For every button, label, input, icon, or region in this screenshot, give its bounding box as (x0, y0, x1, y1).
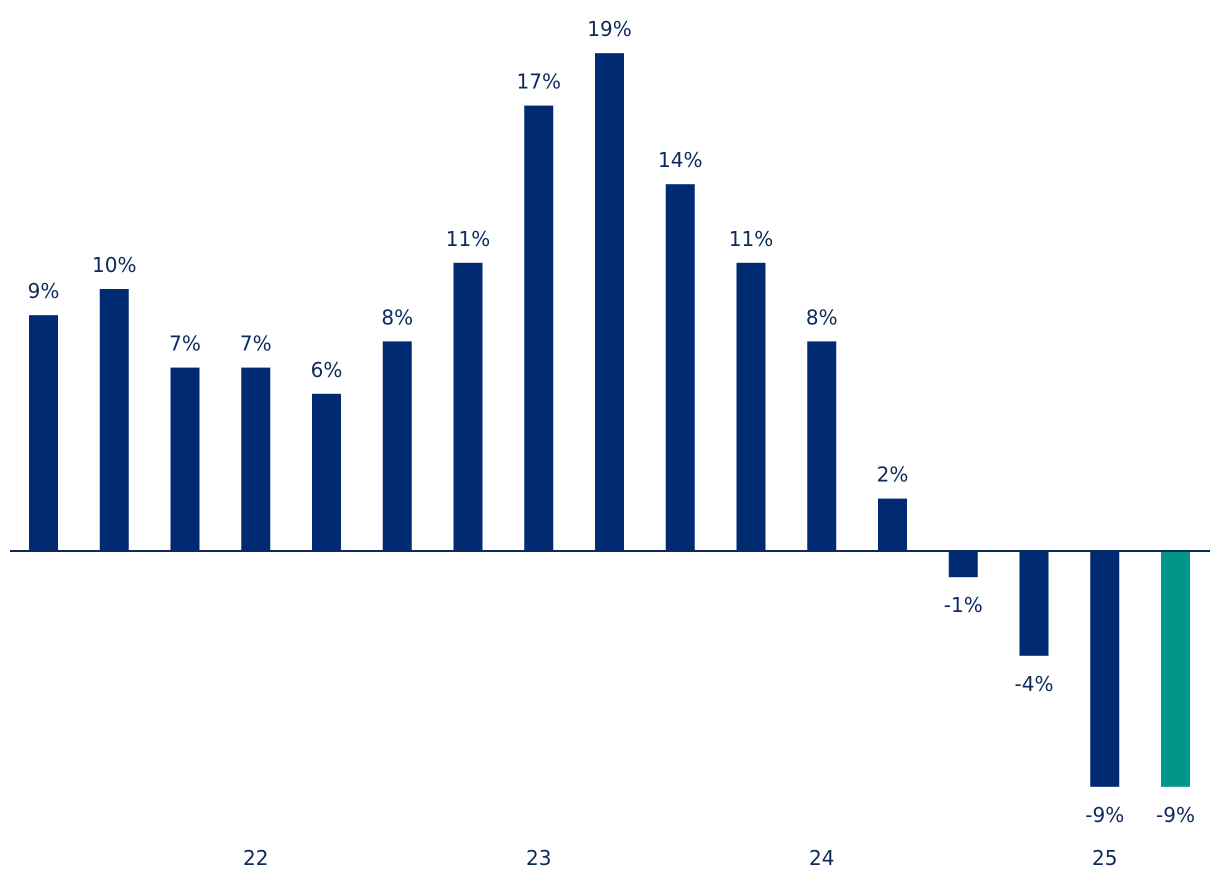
bar-label-10: 11% (729, 227, 773, 251)
x-tick-label-3: 25 (1092, 846, 1117, 870)
bar-14 (1019, 551, 1049, 656)
bar-15 (1090, 551, 1120, 787)
bar-label-4: 6% (311, 358, 343, 382)
bar-7 (524, 105, 554, 551)
bar-label-1: 10% (92, 253, 136, 277)
bar-label-11: 8% (806, 305, 838, 329)
bar-6 (453, 262, 483, 551)
bar-4 (312, 393, 341, 551)
bars-group (29, 53, 1190, 787)
bar-0 (29, 315, 58, 551)
bar-label-8: 19% (587, 17, 631, 41)
bar-label-3: 7% (240, 332, 272, 356)
x-tick-label-2: 24 (809, 846, 834, 870)
bar-label-0: 9% (28, 279, 60, 303)
bar-label-6: 11% (446, 227, 490, 251)
bar-label-5: 8% (381, 305, 413, 329)
bar-16 (1161, 551, 1190, 787)
bar-labels-group: 9% 10% 7% 7% 6% 8% 11% 17% 19% 14% 11% 8% 2% -1% -4% -9… (28, 17, 1195, 827)
bar-label-15: -9% (1085, 803, 1124, 827)
bar-1 (99, 289, 129, 551)
bar-12 (878, 498, 907, 551)
bar-2 (170, 367, 200, 551)
x-tick-label-0: 22 (243, 846, 268, 870)
bar-label-14: -4% (1015, 672, 1054, 696)
bar-label-2: 7% (169, 332, 201, 356)
x-axis-ticks: 22 23 24 25 (243, 846, 1117, 870)
bar-3 (241, 367, 271, 551)
x-tick-label-1: 23 (526, 846, 551, 870)
bar-8 (595, 53, 624, 551)
bar-9 (665, 184, 695, 551)
bar-10 (736, 262, 766, 551)
bar-13 (948, 551, 978, 578)
bar-label-7: 17% (517, 70, 561, 94)
bar-label-16: -9% (1156, 803, 1195, 827)
bar-label-9: 14% (658, 148, 702, 172)
bar-label-12: 2% (877, 463, 909, 487)
bar-5 (382, 341, 412, 551)
bar-11 (807, 341, 837, 551)
bar-label-13: -1% (944, 593, 983, 617)
